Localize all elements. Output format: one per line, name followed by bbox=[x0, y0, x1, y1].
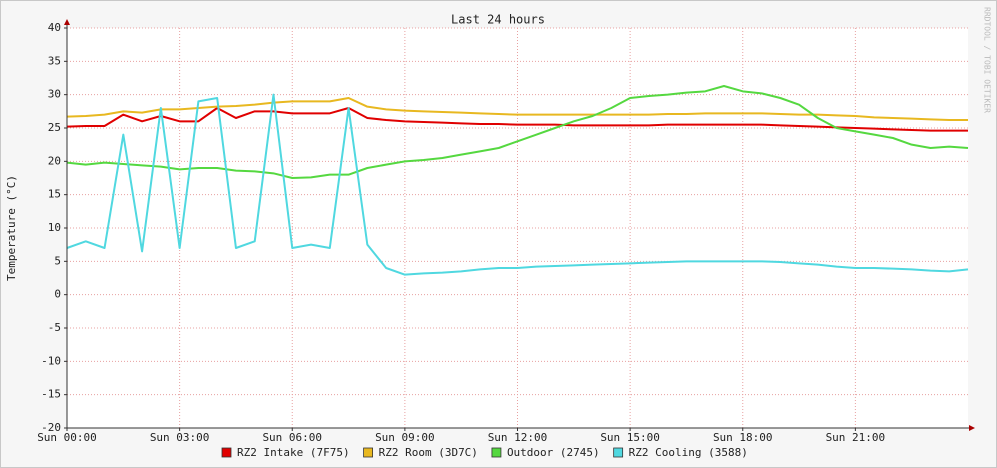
y-tick-label: 15 bbox=[48, 188, 61, 201]
y-tick-label: 25 bbox=[48, 121, 61, 134]
lines bbox=[66, 85, 969, 276]
x-arrow bbox=[969, 425, 975, 431]
grid: -20 -15 -10 -5 0 5 10 15 20 25 30 35 40 Sun 00:00 Sun … bbox=[37, 21, 968, 444]
y-tick-label: 40 bbox=[48, 21, 61, 34]
legend-label: RZ2 Intake (7F75) bbox=[237, 446, 350, 459]
x-tick-label: Sun 21:00 bbox=[826, 431, 886, 444]
y-arrow bbox=[64, 19, 70, 25]
series-line bbox=[66, 107, 968, 132]
x-tick-label: Sun 03:00 bbox=[150, 431, 210, 444]
y-tick-label: 0 bbox=[54, 288, 61, 301]
y-tick-label: 30 bbox=[48, 88, 61, 101]
x-tick-label: Sun 15:00 bbox=[600, 431, 660, 444]
legend-label: RZ2 Cooling (3588) bbox=[629, 446, 748, 459]
legend-swatch bbox=[363, 447, 373, 458]
series-line bbox=[66, 93, 969, 276]
chart-title: Last 24 hours bbox=[451, 13, 545, 27]
x-tick-label: Sun 06:00 bbox=[262, 431, 322, 444]
y-tick-label: 20 bbox=[48, 154, 61, 167]
y-tick-label: -10 bbox=[41, 354, 61, 367]
x-tick-label: Sun 18:00 bbox=[713, 431, 773, 444]
y-tick-label: 5 bbox=[54, 254, 61, 267]
legend-label: RZ2 Room (3D7C) bbox=[379, 446, 478, 459]
y-tick-label: -20 bbox=[41, 421, 61, 434]
x-tick-label: Sun 12:00 bbox=[488, 431, 548, 444]
series-line bbox=[66, 85, 969, 179]
legend: RZ2 Intake (7F75) RZ2 Room (3D7C) Outdoor … bbox=[221, 446, 748, 459]
watermark: RRDTOOL / TOBI OETIKER bbox=[983, 7, 992, 113]
legend-swatch bbox=[491, 447, 502, 458]
y-tick-label: -5 bbox=[48, 321, 61, 334]
x-tick-label: Sun 09:00 bbox=[375, 431, 435, 444]
x-tick-label: Sun 00:00 bbox=[37, 431, 97, 444]
y-tick-label: 35 bbox=[48, 54, 61, 67]
legend-swatch bbox=[221, 447, 232, 458]
y-tick-label: 10 bbox=[48, 221, 61, 234]
legend-label: Outdoor (2745) bbox=[507, 446, 600, 459]
y-axis-label: Temperature (°C) bbox=[5, 175, 18, 281]
series-line bbox=[66, 97, 968, 121]
y-tick-label: -15 bbox=[41, 388, 61, 401]
legend-swatch bbox=[613, 447, 624, 458]
